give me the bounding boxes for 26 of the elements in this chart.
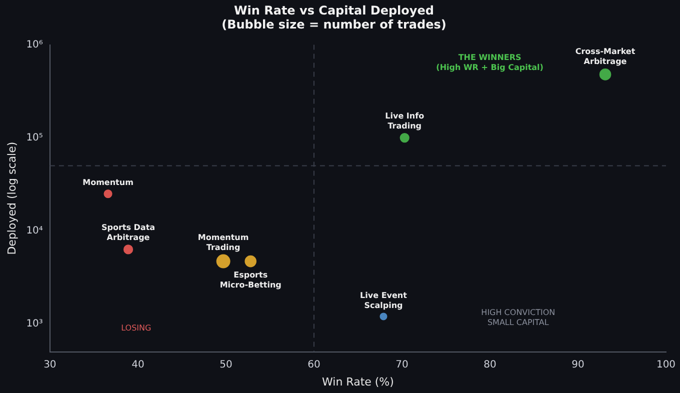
x-tick-label: 90: [572, 359, 584, 370]
x-tick-label: 50: [220, 359, 232, 370]
y-tick-label: 10³: [26, 318, 43, 330]
y-tick-label: 10⁵: [26, 132, 43, 144]
y-axis-title: Deployed (log scale): [5, 142, 18, 255]
x-axis-title: Win Rate (%): [322, 375, 394, 388]
series-label: Sports Data Arbitrage: [101, 223, 156, 242]
chart-title: Win Rate vs Capital Deployed: [234, 3, 434, 18]
x-tick-label: 100: [656, 359, 676, 370]
x-tick-label: 80: [484, 359, 496, 370]
chart-subtitle: (Bubble size = number of trades): [222, 18, 446, 32]
x-tick-label: 60: [308, 359, 320, 370]
x-tick-label: 40: [132, 359, 144, 370]
series-label: Momentum Trading: [198, 232, 249, 252]
series-label: Live Event Scalping: [360, 291, 408, 310]
series-label: Live Info Trading: [385, 111, 425, 130]
x-tick-label: 30: [44, 359, 56, 370]
y-tick-label: 10⁴: [26, 225, 43, 236]
annotation: HIGH CONVICTION SMALL CAPITAL: [481, 308, 556, 327]
x-tick-label: 70: [396, 359, 408, 370]
annotation: LOSING: [121, 323, 152, 332]
series-label: Cross-Market Arbitrage: [575, 47, 636, 66]
y-tick-label: 10⁶: [26, 39, 43, 50]
series-label: Momentum: [82, 178, 134, 188]
annotation: THE WINNERS (High WR + Big Capital): [436, 53, 544, 72]
series-label: Esports Micro-Betting: [220, 270, 282, 290]
